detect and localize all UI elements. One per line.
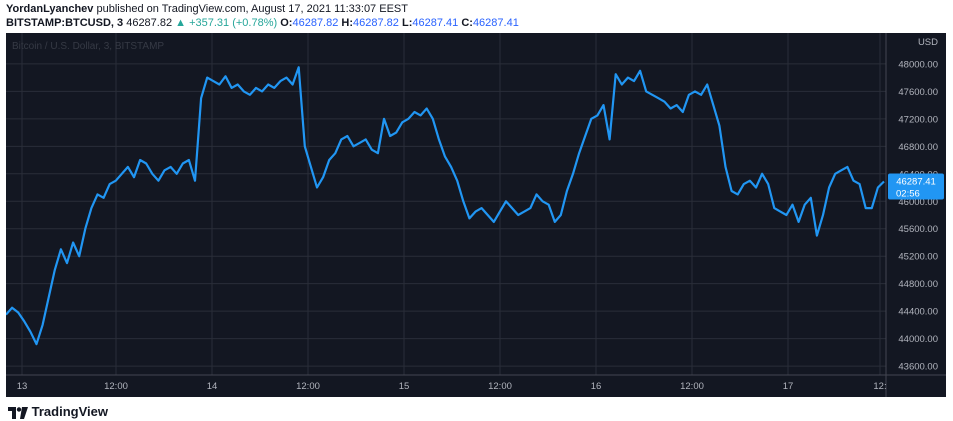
- currency-label: USD: [918, 37, 938, 48]
- x-tick-label: 15: [399, 381, 410, 392]
- open-value: 46287.82: [292, 17, 339, 29]
- high-label: H:: [341, 17, 354, 29]
- last-price-label: 46287.41: [896, 177, 936, 188]
- brand-name: TradingView: [31, 404, 108, 419]
- tradingview-footer: TradingView: [8, 404, 108, 419]
- low-value: 46287.41: [412, 17, 459, 29]
- chart-canvas[interactable]: 48000.0047600.0047200.0046800.0046400.00…: [5, 33, 946, 397]
- symbol-line: BITSTAMP:BTCUSD, 3 46287.82 ▲ +357.31 (+…: [6, 16, 946, 30]
- high-value: 46287.82: [353, 17, 399, 29]
- publisher-line: YordanLyanchev published on TradingView.…: [6, 2, 946, 16]
- y-tick-label: 44800.00: [898, 279, 938, 290]
- x-tick-label: 16: [591, 381, 602, 392]
- y-tick-label: 44400.00: [898, 307, 938, 318]
- y-tick-label: 45600.00: [898, 224, 938, 235]
- y-tick-label: 45200.00: [898, 252, 938, 263]
- x-tick-label: 12:00: [680, 381, 704, 392]
- price-change: ▲ +357.31 (+0.78%): [175, 17, 278, 29]
- symbol-name: BITSTAMP:BTCUSD, 3: [6, 17, 124, 29]
- last-price: 46287.82: [126, 17, 173, 29]
- bar-countdown-label: 02:56: [896, 189, 920, 200]
- chart-watermark-title: Bitcoin / U.S. Dollar, 3, BITSTAMP: [12, 41, 164, 52]
- y-tick-label: 47600.00: [898, 87, 938, 98]
- y-tick-label: 48000.00: [898, 59, 938, 70]
- y-tick-label: 46800.00: [898, 142, 938, 153]
- close-value: 46287.41: [472, 17, 519, 29]
- x-tick-label: 12:00: [104, 381, 128, 392]
- chart-background: [6, 33, 946, 397]
- tradingview-logo-icon: [8, 406, 28, 419]
- x-tick-label: 12:: [873, 381, 886, 392]
- x-tick-label: 13: [17, 381, 28, 392]
- close-label: C:: [461, 17, 473, 29]
- last-price-badge: [888, 173, 944, 200]
- x-tick-label: 12:00: [296, 381, 320, 392]
- y-tick-label: 46000.00: [898, 197, 938, 208]
- y-tick-label: 43600.00: [898, 362, 938, 373]
- publication-header: YordanLyanchev published on TradingView.…: [6, 2, 946, 30]
- publish-info: published on TradingView.com, August 17,…: [96, 3, 408, 15]
- low-label: L:: [401, 17, 413, 29]
- y-tick-label: 44000.00: [898, 334, 938, 345]
- price-chart[interactable]: 48000.0047600.0047200.0046800.0046400.00…: [5, 33, 946, 397]
- open-label: O:: [280, 17, 293, 29]
- x-tick-label: 14: [207, 381, 218, 392]
- x-tick-label: 17: [783, 381, 794, 392]
- x-tick-label: 12:00: [488, 381, 512, 392]
- publisher-username[interactable]: YordanLyanchev: [6, 3, 94, 15]
- y-tick-label: 47200.00: [898, 114, 938, 125]
